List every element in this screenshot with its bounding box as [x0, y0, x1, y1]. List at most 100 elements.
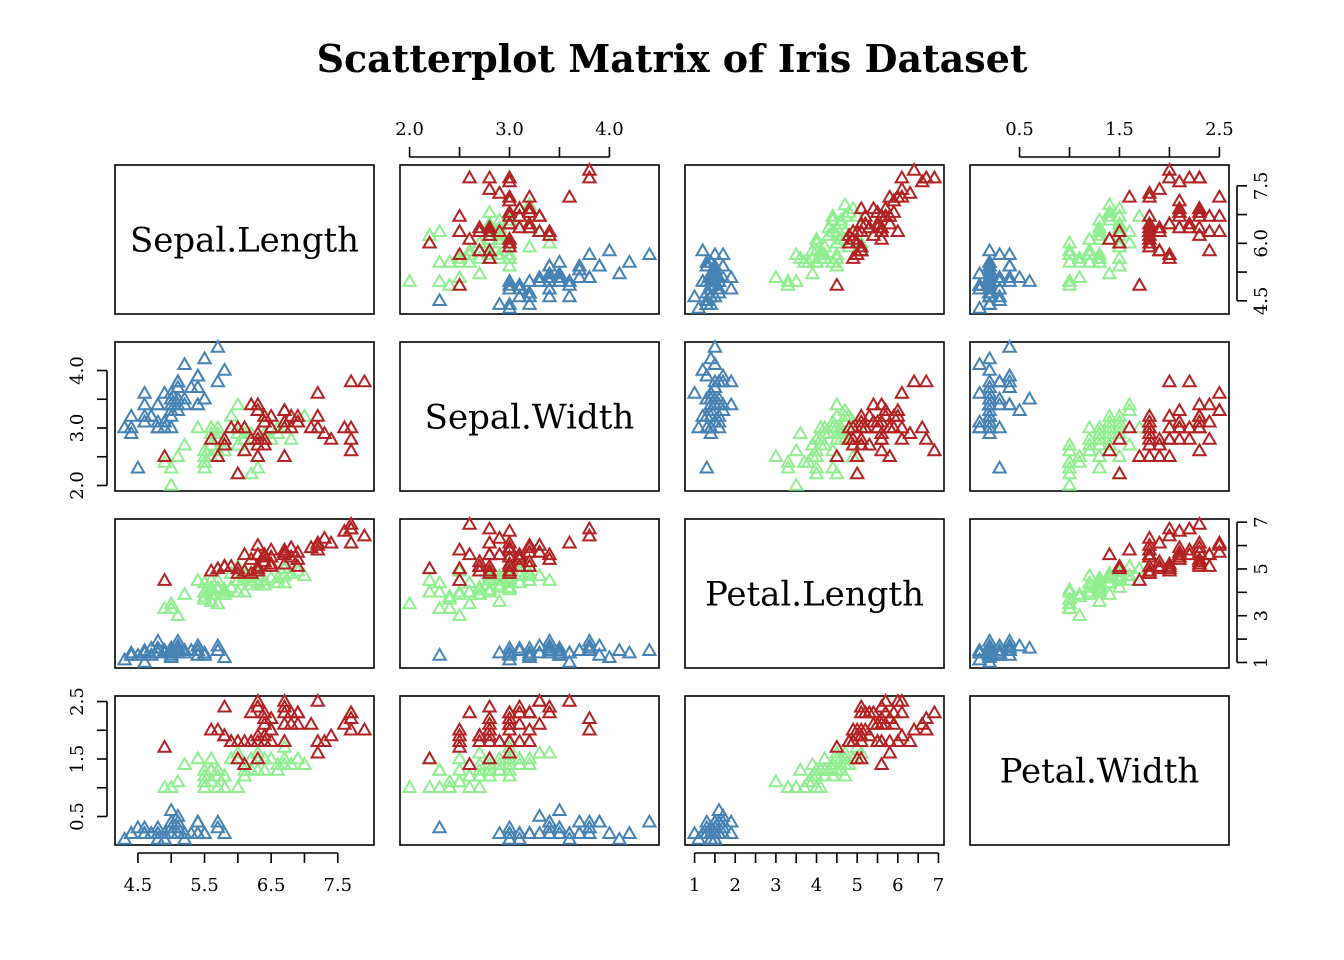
data-point	[343, 419, 359, 434]
data-point	[501, 257, 518, 272]
data-point	[309, 534, 326, 549]
data-point	[796, 253, 813, 268]
data-point	[451, 208, 468, 222]
data-point	[824, 413, 841, 428]
data-point	[531, 273, 548, 287]
data-point	[723, 373, 740, 388]
data-point	[971, 299, 988, 314]
data-point	[1161, 215, 1178, 230]
data-point	[451, 750, 468, 765]
data-point	[561, 273, 578, 287]
data-point	[1061, 600, 1078, 614]
data-point	[216, 362, 233, 376]
data-point	[1091, 223, 1108, 238]
data-point	[169, 373, 186, 388]
data-point	[1001, 339, 1018, 353]
panel-sepal-width-vs-sepal-width: Sepal.Width	[399, 341, 660, 492]
data-point	[561, 653, 578, 668]
panel-frame	[114, 341, 375, 492]
data-point	[123, 825, 140, 839]
data-point	[421, 779, 438, 793]
data-point	[451, 560, 468, 575]
data-point	[203, 750, 220, 765]
data-point	[441, 253, 458, 268]
data-point	[491, 579, 508, 593]
data-point	[853, 733, 870, 747]
data-point	[136, 396, 153, 411]
data-point	[289, 551, 306, 565]
data-point	[1111, 219, 1128, 234]
data-point	[889, 188, 906, 203]
data-point	[686, 825, 703, 839]
data-point	[849, 208, 866, 222]
data-point	[571, 642, 588, 657]
data-point	[820, 227, 837, 241]
data-point	[641, 813, 658, 828]
data-point	[356, 527, 373, 542]
data-point	[1071, 250, 1088, 264]
data-point	[521, 238, 538, 253]
data-point	[309, 419, 326, 434]
data-point	[481, 227, 498, 241]
tick-label: 3.0	[495, 119, 524, 140]
data-point	[1111, 250, 1128, 264]
data-point	[431, 646, 448, 661]
data-point	[461, 169, 478, 184]
data-point	[421, 572, 438, 586]
data-point	[451, 572, 468, 586]
data-point	[309, 693, 326, 707]
data-point	[1001, 639, 1018, 654]
data-point	[501, 238, 518, 253]
data-point	[541, 273, 558, 287]
data-point	[431, 253, 448, 268]
data-point	[1181, 546, 1198, 561]
data-point	[991, 288, 1008, 303]
data-point	[249, 558, 266, 572]
data-point	[491, 296, 508, 310]
data-point	[521, 219, 538, 234]
data-point	[702, 288, 719, 303]
data-point	[256, 413, 273, 428]
data-point	[431, 761, 448, 776]
data-point	[343, 704, 359, 719]
tick-label: 4.5	[124, 875, 153, 896]
data-point	[926, 169, 943, 184]
panel-petal-width-vs-sepal-width	[399, 693, 660, 846]
data-point	[698, 292, 715, 307]
data-point	[249, 698, 266, 713]
data-point	[1191, 169, 1208, 184]
data-point	[1171, 413, 1188, 428]
data-point	[849, 223, 866, 238]
data-point	[343, 721, 359, 736]
data-point	[1131, 208, 1148, 222]
data-point	[1171, 546, 1188, 561]
data-point	[471, 727, 488, 742]
data-point	[1101, 442, 1118, 457]
panel-frame	[684, 341, 945, 492]
tick-label: 3.0	[67, 414, 88, 443]
data-point	[873, 223, 890, 238]
data-point	[531, 208, 548, 222]
data-point	[156, 448, 173, 462]
data-point	[421, 750, 438, 765]
data-point	[1101, 546, 1118, 561]
data-point	[263, 750, 280, 765]
data-point	[702, 273, 719, 287]
data-point	[276, 733, 293, 747]
data-point	[820, 425, 837, 439]
data-point	[243, 576, 260, 591]
data-point	[551, 269, 568, 284]
data-point	[216, 430, 233, 445]
data-point	[501, 558, 518, 572]
data-point	[1121, 541, 1138, 556]
data-point	[723, 396, 740, 411]
data-point	[451, 727, 468, 742]
data-point	[837, 750, 853, 765]
panel-frame	[114, 695, 375, 846]
data-point	[906, 721, 922, 736]
data-point	[223, 733, 240, 747]
data-point	[1071, 607, 1088, 621]
data-point	[309, 385, 326, 399]
data-point	[1191, 534, 1208, 549]
